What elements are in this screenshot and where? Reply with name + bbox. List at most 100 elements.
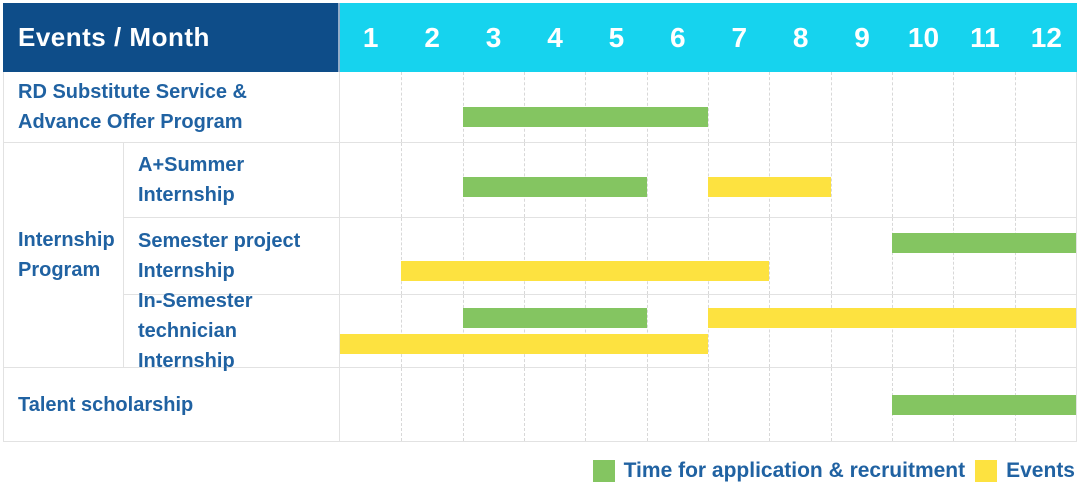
legend-label: Time for application & recruitment bbox=[623, 459, 966, 482]
group-block-internship-program: Internship Program A+Summer Internship Semes… bbox=[4, 143, 1076, 372]
row-label-line: Internship bbox=[18, 229, 115, 251]
month-label: 2 bbox=[424, 21, 440, 53]
month-gridline bbox=[646, 218, 648, 294]
month-gridline bbox=[769, 218, 771, 294]
legend-item: Time for application & recruitment bbox=[592, 459, 966, 483]
months-area bbox=[340, 143, 1076, 217]
month-gridline bbox=[769, 368, 771, 441]
month-label: 11 bbox=[970, 21, 1000, 53]
month-gridline bbox=[1014, 72, 1016, 142]
month-gridline bbox=[462, 295, 464, 367]
month-gridline bbox=[892, 72, 893, 142]
month-gridline bbox=[585, 368, 587, 441]
month-gridline bbox=[462, 218, 464, 294]
legend-swatch-green bbox=[592, 460, 615, 482]
month-gridline bbox=[646, 368, 648, 441]
legend-swatch-yellow bbox=[975, 460, 998, 482]
table-row: In-Semester technician Internship bbox=[124, 290, 1076, 372]
month-label: 3 bbox=[485, 21, 502, 53]
month-gridline bbox=[953, 295, 955, 367]
table-row: Talent scholarship bbox=[4, 368, 1076, 442]
bar-green bbox=[892, 233, 1076, 253]
row-label-line: Talent scholarship bbox=[18, 393, 194, 416]
month-label: 6 bbox=[670, 21, 686, 53]
months-area bbox=[340, 218, 1076, 294]
legend-item: Events bbox=[975, 459, 1075, 483]
month-gridline bbox=[830, 72, 832, 142]
month-label: 1 bbox=[362, 21, 379, 53]
month-label: 4 bbox=[547, 21, 563, 53]
row-label-line: RD Substitute Service & bbox=[18, 81, 247, 103]
month-gridline bbox=[708, 218, 709, 294]
row-label: In-Semester technician Internship bbox=[124, 290, 340, 372]
row-label: Semester project Internship bbox=[124, 218, 340, 294]
months-area bbox=[340, 295, 1076, 367]
month-gridline bbox=[401, 72, 403, 142]
month-gridline bbox=[462, 368, 464, 441]
group-rows: A+Summer Internship Semester project Intern… bbox=[124, 143, 1076, 372]
row-label-line: Semester project bbox=[138, 230, 301, 252]
month-gridline bbox=[646, 295, 648, 367]
month-label: 5 bbox=[608, 21, 625, 53]
month-gridline bbox=[830, 368, 832, 441]
month-label: 8 bbox=[792, 21, 809, 53]
row-label-line: Internship bbox=[138, 260, 235, 282]
row-label: Talent scholarship bbox=[4, 368, 340, 441]
month-label: 10 bbox=[907, 21, 940, 53]
month-label: 7 bbox=[731, 21, 748, 53]
month-gridline bbox=[830, 295, 832, 367]
month-gridline bbox=[769, 295, 771, 367]
bar-green bbox=[462, 177, 647, 197]
table-row: RD Substitute Service & Advance Offer Pro… bbox=[4, 72, 1076, 143]
months-header: 1 2 3 4 5 6 7 8 9 10 11 12 bbox=[340, 3, 1077, 72]
row-label-line: Advance Offer Program bbox=[18, 111, 243, 133]
month-gridline bbox=[585, 295, 587, 367]
bar-yellow bbox=[708, 308, 1076, 328]
row-label-line: A+Summer bbox=[138, 154, 245, 176]
month-gridline bbox=[401, 218, 403, 294]
months-area bbox=[340, 72, 1076, 142]
month-gridline bbox=[830, 218, 832, 294]
month-gridline bbox=[769, 72, 771, 142]
month-gridline bbox=[585, 218, 587, 294]
month-gridline bbox=[953, 72, 955, 142]
month-gridline bbox=[892, 143, 893, 217]
row-label: RD Substitute Service & Advance Offer Pro… bbox=[4, 72, 340, 142]
legend: Time for application & recruitment Events bbox=[592, 459, 1075, 483]
bar-green bbox=[892, 395, 1076, 415]
month-gridline bbox=[524, 368, 525, 441]
row-label: A+Summer Internship bbox=[124, 143, 340, 217]
month-gridline bbox=[401, 295, 403, 367]
row-label-line: Program bbox=[18, 259, 101, 281]
month-gridline bbox=[524, 218, 525, 294]
legend-label: Events bbox=[1006, 459, 1075, 482]
bar-green bbox=[462, 107, 708, 127]
month-gridline bbox=[401, 143, 403, 217]
month-gridline bbox=[953, 218, 955, 294]
month-gridline bbox=[401, 368, 403, 441]
month-gridline bbox=[708, 295, 709, 367]
month-label: 9 bbox=[854, 21, 870, 53]
month-gridline bbox=[892, 295, 893, 367]
month-gridline bbox=[708, 368, 709, 441]
row-label-line: technician Internship bbox=[138, 320, 237, 372]
bar-yellow bbox=[340, 334, 708, 354]
schedule-table: Events / Month 1 2 3 4 5 6 7 8 9 10 11 12 RD Substi… bbox=[3, 3, 1077, 442]
group-label-cell: Internship Program bbox=[4, 143, 124, 368]
corner-header-cell: Events / Month bbox=[3, 3, 340, 72]
month-gridline bbox=[708, 72, 709, 142]
month-gridline bbox=[892, 218, 893, 294]
bar-yellow bbox=[401, 261, 770, 281]
row-label-line: Internship bbox=[138, 184, 235, 206]
table-row: Semester project Internship bbox=[124, 218, 1076, 295]
month-label: 12 bbox=[1030, 21, 1062, 53]
table-row: A+Summer Internship bbox=[124, 143, 1076, 218]
months-area bbox=[340, 368, 1076, 441]
month-gridline bbox=[1014, 143, 1016, 217]
header-row: Events / Month 1 2 3 4 5 6 7 8 9 10 11 12 bbox=[3, 3, 1077, 72]
bar-yellow bbox=[708, 177, 831, 197]
month-gridline bbox=[1014, 295, 1016, 367]
month-gridline bbox=[1014, 218, 1016, 294]
month-gridline bbox=[646, 143, 648, 217]
table-body: RD Substitute Service & Advance Offer Pro… bbox=[3, 72, 1077, 442]
